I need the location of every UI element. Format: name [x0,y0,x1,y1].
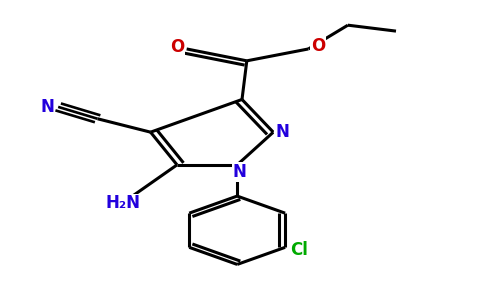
Text: O: O [311,37,325,55]
Text: N: N [233,163,246,181]
Text: H₂N: H₂N [106,194,141,212]
Text: O: O [170,38,184,56]
Text: N: N [275,123,289,141]
Text: N: N [41,98,55,116]
Text: Cl: Cl [289,241,307,259]
